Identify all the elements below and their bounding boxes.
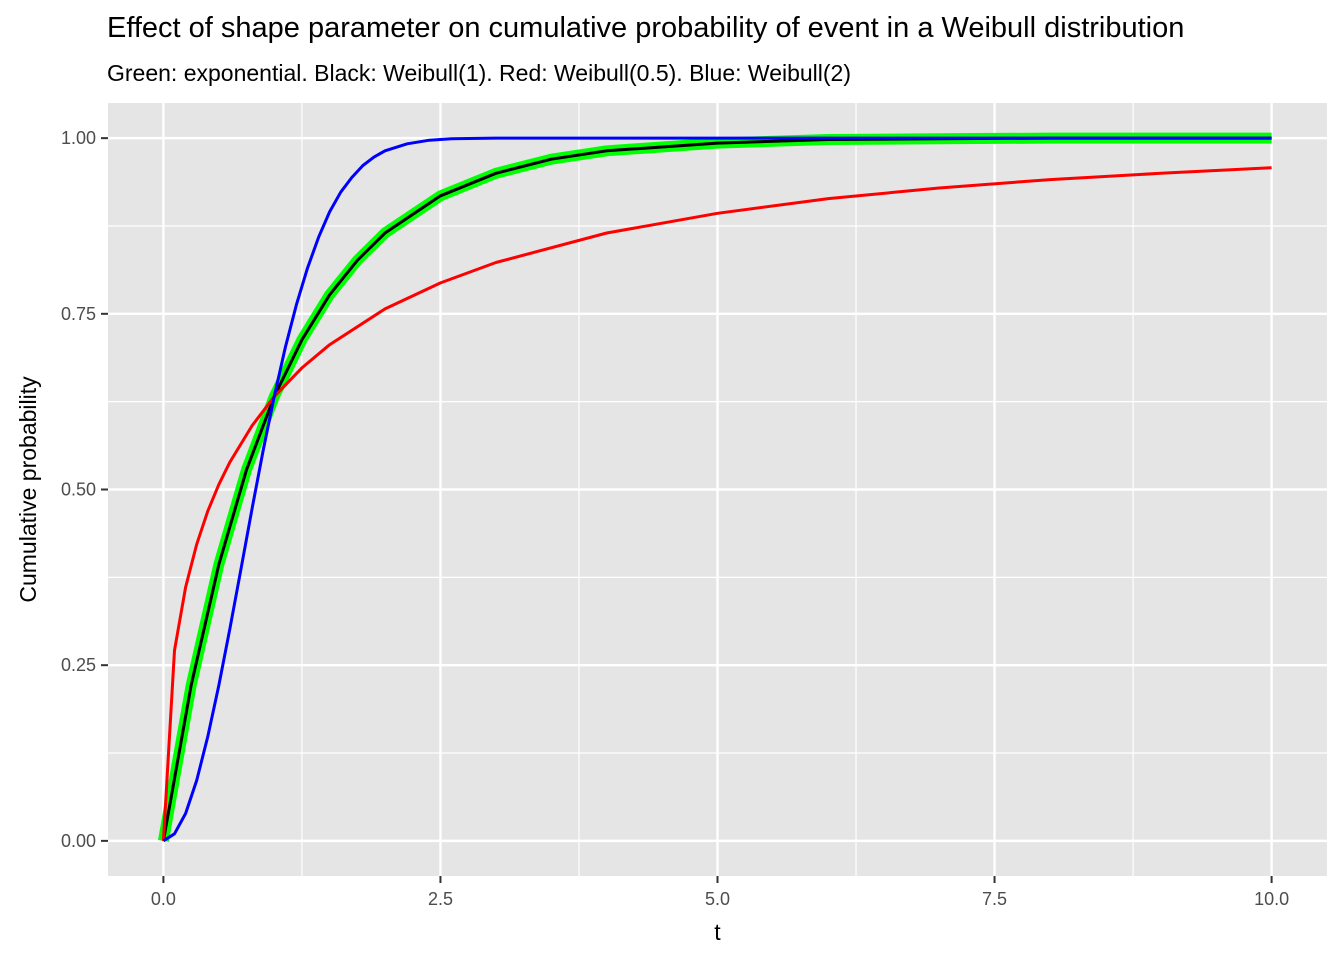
x-tick-label: 10.0 bbox=[1254, 889, 1289, 909]
y-tick-label: 0.50 bbox=[61, 480, 96, 500]
y-tick-label: 0.00 bbox=[61, 831, 96, 851]
x-axis-title: t bbox=[714, 919, 721, 945]
x-tick-label: 7.5 bbox=[982, 889, 1007, 909]
x-tick-label: 5.0 bbox=[705, 889, 730, 909]
grid-lines bbox=[108, 103, 1327, 876]
chart-title: Effect of shape parameter on cumulative … bbox=[107, 12, 1185, 44]
y-tick-label: 0.75 bbox=[61, 304, 96, 324]
y-axis-title: Cumulative probability bbox=[15, 376, 41, 603]
chart-subtitle: Green: exponential. Black: Weibull(1). R… bbox=[107, 60, 852, 86]
series-line-4 bbox=[162, 136, 1272, 843]
y-tick-label: 1.00 bbox=[61, 128, 96, 148]
axes: 0.0 2.5 5.0 7.5 10.0 0.00 0.25 0.50 0.75 1.00 t Cum… bbox=[15, 128, 1289, 945]
series-lines bbox=[157, 132, 1272, 843]
y-tick-label: 0.25 bbox=[61, 655, 96, 675]
x-tick-label: 0.0 bbox=[151, 889, 176, 909]
series-line-3 bbox=[161, 166, 1272, 841]
x-tick-label: 2.5 bbox=[428, 889, 453, 909]
